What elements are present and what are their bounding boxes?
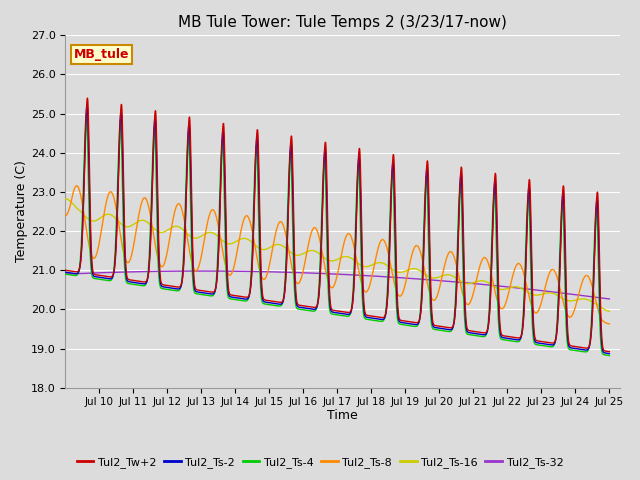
Title: MB Tule Tower: Tule Temps 2 (3/23/17-now): MB Tule Tower: Tule Temps 2 (3/23/17-now… [178,15,507,30]
Legend: Tul2_Tw+2, Tul2_Ts-2, Tul2_Ts-4, Tul2_Ts-8, Tul2_Ts-16, Tul2_Ts-32: Tul2_Tw+2, Tul2_Ts-2, Tul2_Ts-4, Tul2_Ts… [72,452,568,472]
Y-axis label: Temperature (C): Temperature (C) [15,161,28,263]
X-axis label: Time: Time [327,409,358,422]
Text: MB_tule: MB_tule [74,48,129,61]
